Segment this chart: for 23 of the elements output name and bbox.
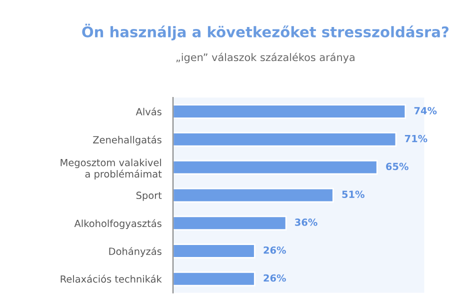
bar: [173, 216, 287, 230]
data-label: 71%: [404, 134, 428, 142]
y-tick-label: Alvás: [136, 107, 162, 116]
data-label: 65%: [386, 162, 408, 170]
chart-subtitle: „igen” válaszok százalékos aránya: [176, 52, 354, 64]
bar: [173, 188, 334, 203]
data-label: 74%: [414, 107, 437, 114]
data-label: 36%: [295, 218, 318, 226]
bar: [173, 104, 406, 119]
data-label: 26%: [264, 246, 286, 254]
y-tick-label: Dohányzás: [109, 247, 162, 257]
bar: [173, 132, 397, 147]
data-label: 51%: [342, 190, 364, 198]
y-tick-label: Sport: [136, 192, 162, 201]
data-label: 26%: [264, 274, 286, 282]
bar: [173, 244, 256, 258]
y-tick-label: Alkoholfogyasztás: [74, 219, 162, 229]
y-tick-label: Megosztom valakivel a problémáimat: [60, 158, 162, 180]
y-tick-label: Relaxációs technikák: [60, 274, 162, 283]
bar: [173, 160, 378, 175]
chart-title: Ön használja a következőket stresszoldásra?: [82, 24, 449, 40]
y-tick-label: Zenehallgatás: [93, 136, 162, 146]
bar: [173, 271, 256, 286]
